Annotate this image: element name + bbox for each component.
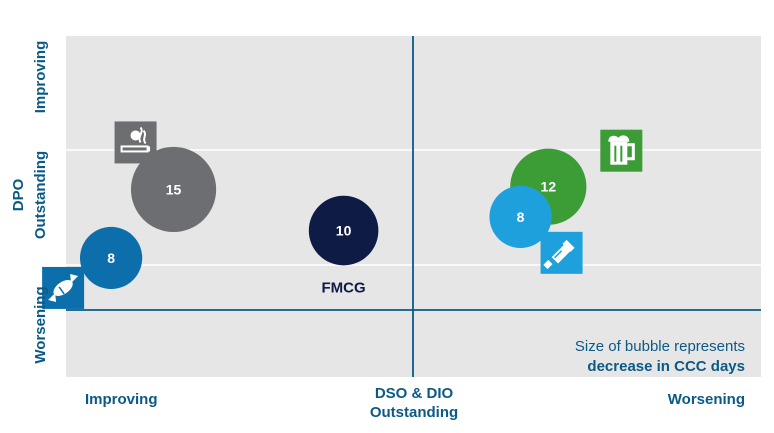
y-axis-label-line1: DPO: [10, 178, 27, 211]
x-axis-center-label-line1: DSO & DIO: [375, 385, 454, 402]
bubble-value-label-personal-care: 8: [517, 209, 525, 225]
bubble-personal-care: [489, 185, 552, 248]
x-axis-right-label: Worsening: [668, 391, 745, 408]
cigarette-icon: [114, 121, 157, 164]
bubble-value-label-fmcg: 10: [336, 223, 352, 239]
bubble-series-label-fmcg: FMCG: [322, 279, 366, 296]
axes: [66, 36, 761, 377]
y-axis-top-label: Improving: [32, 41, 49, 114]
x-axis-center-label-line2: Outstanding: [370, 404, 458, 421]
bubble-size-note-line2: decrease in CCC days: [587, 358, 745, 375]
beer-mug-icon: [600, 129, 643, 172]
toothpaste-icon: [540, 231, 583, 274]
y-axis-bottom-label: Worsening: [32, 286, 49, 363]
x-axis-left-label: Improving: [85, 391, 158, 408]
bubble-size-note-line1: Size of bubble represents: [575, 338, 745, 355]
bubble-fmcg: [308, 195, 379, 266]
bubble-tobacco: [130, 146, 217, 233]
candy-icon: [42, 266, 85, 309]
bubble-value-label-tobacco: 15: [166, 181, 182, 197]
bubble-value-label-confectionery: 8: [107, 250, 115, 266]
bubbles: 15 10 FMCG 8 12 8: [79, 146, 587, 296]
cigarette-icon-tile: [114, 121, 157, 164]
y-axis-label-line2: Outstanding: [32, 151, 49, 239]
category-icons: [42, 121, 643, 309]
bubble-value-label-beverages: 12: [541, 179, 557, 195]
bubble-confectionery: [79, 226, 143, 290]
